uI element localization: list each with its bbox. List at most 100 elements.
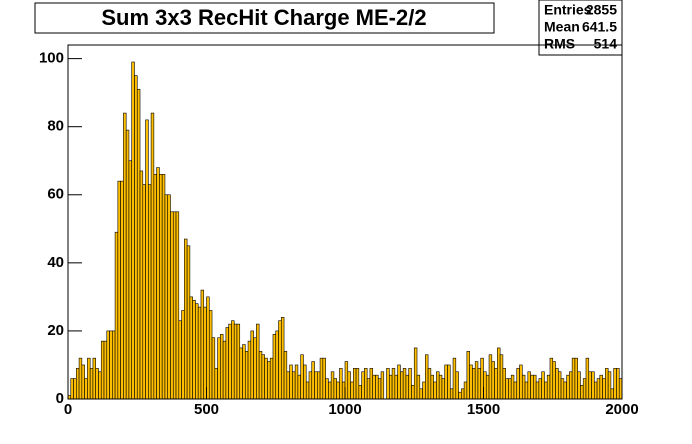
bar: [142, 184, 146, 400]
bar: [181, 310, 185, 400]
bar: [244, 351, 249, 400]
bar: [508, 378, 512, 400]
bar: [128, 160, 133, 400]
bar: [452, 357, 457, 400]
x-tick-label: 500: [194, 401, 219, 418]
bar: [89, 368, 94, 400]
bar: [134, 75, 138, 400]
bar: [527, 371, 531, 400]
x-tick-label: 1000: [328, 401, 361, 418]
bar: [607, 371, 612, 400]
bar: [519, 364, 523, 400]
bar: [148, 184, 152, 400]
bar: [447, 364, 451, 400]
bar: [502, 368, 506, 400]
bar: [408, 368, 412, 400]
bar: [449, 388, 454, 400]
bar: [294, 364, 299, 400]
stat-label: RMS: [544, 36, 575, 52]
bar: [275, 330, 279, 400]
bar: [491, 361, 495, 400]
bar: [402, 368, 407, 400]
bar: [513, 381, 518, 400]
bar: [416, 374, 421, 400]
bar: [283, 351, 288, 400]
bar: [84, 378, 88, 400]
bar: [339, 368, 343, 400]
bar: [92, 357, 97, 400]
bar: [469, 364, 473, 400]
bar: [112, 330, 116, 400]
stat-value: 641.5: [582, 19, 617, 35]
bar: [178, 320, 182, 400]
bar: [355, 368, 360, 400]
bar: [455, 371, 459, 400]
bar: [533, 374, 537, 400]
bar: [228, 323, 232, 400]
bar: [236, 323, 241, 400]
chart-title: Sum 3x3 RecHit Charge ME-2/2: [101, 5, 426, 30]
stats-box: [538, 0, 623, 56]
bar: [610, 388, 614, 400]
bar: [436, 371, 440, 400]
bar: [552, 361, 556, 400]
bar: [372, 374, 376, 400]
bar: [524, 381, 529, 400]
bar: [225, 327, 229, 400]
bar: [433, 381, 437, 400]
bar: [139, 170, 144, 400]
bar: [585, 357, 590, 400]
bar: [195, 303, 199, 400]
bar: [300, 354, 304, 400]
bar: [535, 381, 540, 400]
bar: [485, 374, 490, 400]
bar: [577, 371, 581, 400]
bar: [405, 374, 410, 400]
bar: [358, 385, 362, 400]
bar: [269, 357, 274, 400]
bar: [549, 357, 554, 400]
bar: [499, 354, 504, 400]
bar: [364, 368, 368, 400]
bar: [613, 368, 617, 400]
stat-label: Mean: [544, 19, 580, 35]
bar: [242, 344, 246, 400]
bar: [136, 88, 141, 400]
bar: [605, 368, 609, 400]
bar: [541, 371, 545, 400]
bar: [231, 320, 235, 400]
bar: [156, 167, 160, 400]
bar: [574, 357, 578, 400]
bar: [488, 354, 493, 400]
bar: [311, 361, 315, 400]
bar: [322, 357, 326, 400]
bar: [463, 381, 468, 400]
bar: [588, 371, 592, 400]
bar: [109, 330, 113, 400]
bar: [98, 371, 102, 400]
title-box: [34, 2, 495, 34]
bar: [189, 296, 193, 400]
bar: [186, 245, 191, 400]
bar: [466, 351, 470, 400]
bar: [333, 378, 337, 400]
bar: [328, 381, 332, 400]
bar: [159, 174, 163, 400]
x-tick-label: 1500: [467, 401, 500, 418]
bar: [172, 211, 177, 400]
bar: [571, 357, 576, 400]
bar: [380, 371, 385, 400]
bar: [602, 378, 606, 400]
stat-label: Entries: [544, 2, 592, 18]
bar: [350, 381, 354, 400]
bar: [253, 337, 257, 400]
bar: [73, 378, 77, 400]
bar: [566, 374, 570, 400]
bar: [411, 385, 415, 400]
bar: [560, 378, 565, 400]
bar: [76, 368, 80, 400]
bar: [425, 354, 429, 400]
bar: [391, 368, 396, 400]
x-tick-label: 0: [64, 401, 72, 418]
bar: [286, 371, 290, 400]
